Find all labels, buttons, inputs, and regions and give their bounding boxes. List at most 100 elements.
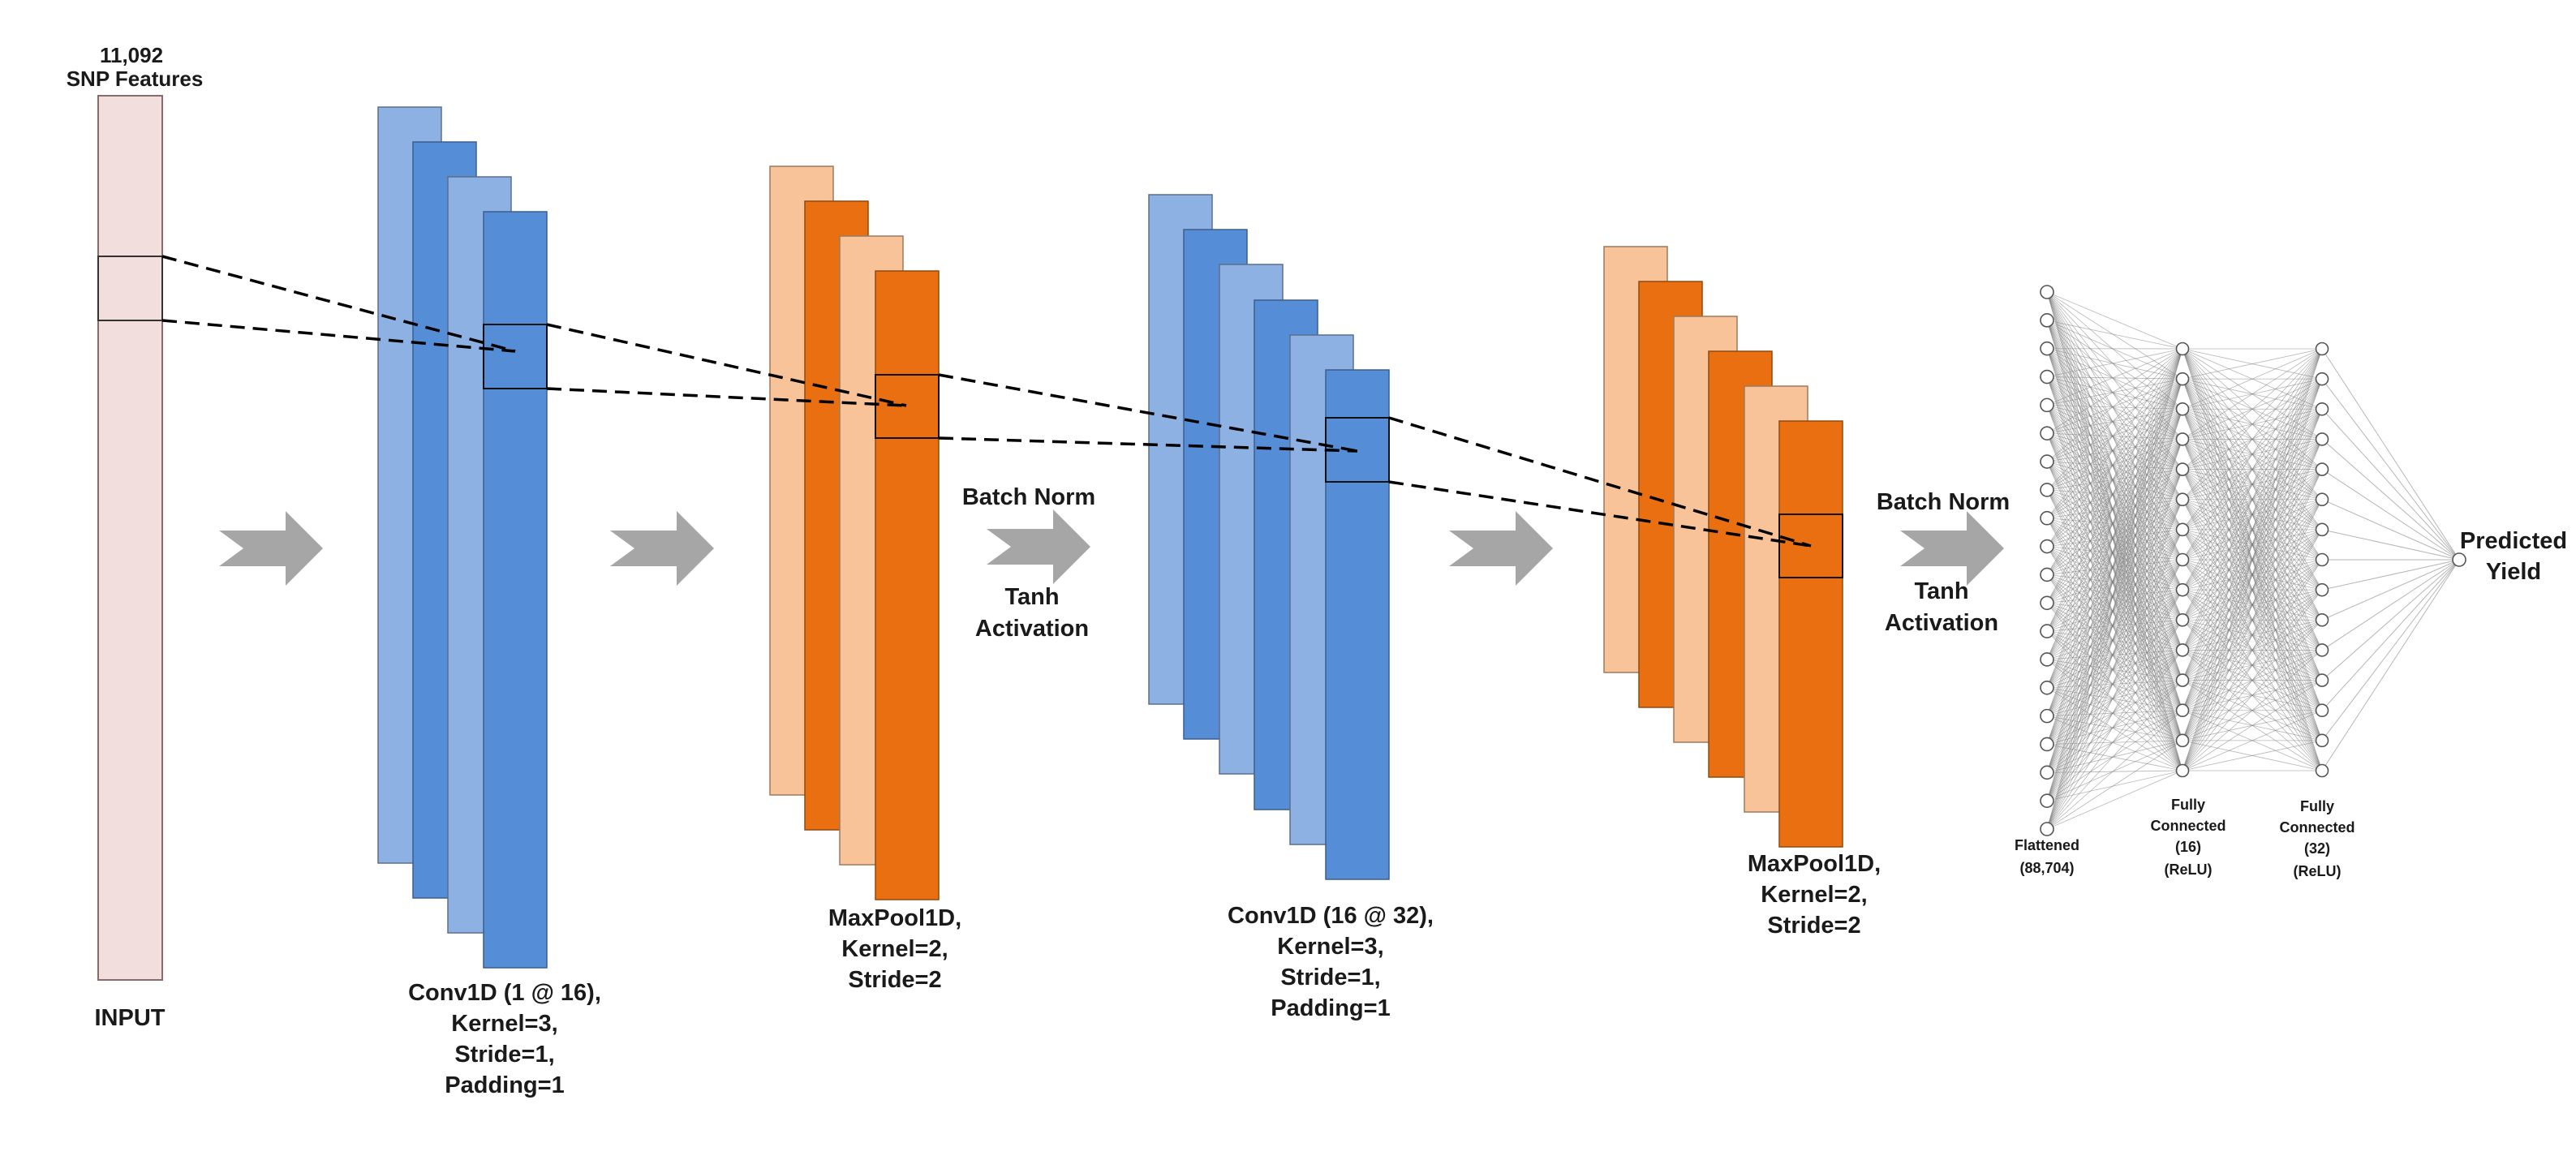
neuron-connection-line	[2046, 348, 2183, 406]
neuron-connection-line	[2046, 378, 2183, 434]
neuron-connection-line	[2046, 499, 2183, 547]
receptive-field-lines	[161, 255, 1812, 548]
pool1-caption-line-3: Stride=2	[848, 967, 941, 993]
fc1-caption-line-2: Connected	[2150, 818, 2226, 834]
conv2-caption-line-1: Conv1D (16 @ 32),	[1228, 903, 1434, 929]
pool2-caption-line-1: MaxPool1D,	[1748, 851, 1881, 877]
neuron-connection-line	[2046, 770, 2183, 801]
neuron-connection-line	[2046, 518, 2183, 531]
neuron-connection-line	[2046, 408, 2183, 434]
neuron-connection-line	[2046, 602, 2183, 711]
neuron-connection-line	[2046, 405, 2183, 681]
neuron-connection-line	[2182, 740, 2323, 771]
neuron-connection-line	[2046, 432, 2183, 621]
neuron-connection-line	[2046, 378, 2183, 660]
neuron-connection-line	[2046, 376, 2183, 380]
neuron-connection-line	[2046, 348, 2183, 830]
neuron-connection-line	[2046, 378, 2183, 491]
fc2-caption-line-2: Connected	[2279, 819, 2355, 836]
flattened-neuron	[2040, 285, 2054, 299]
neuron-connection-line	[2046, 659, 2183, 711]
neuron-connection-line	[2046, 499, 2183, 575]
neuron-connection-line	[2046, 546, 2183, 711]
neuron-connection-line	[2046, 518, 2183, 651]
neuron-connection-line	[2046, 439, 2183, 632]
activation-label-2: Activation	[1885, 610, 1998, 636]
neuron-connection-line	[2046, 680, 2183, 745]
fc1-neuron	[2175, 492, 2190, 507]
neuron-connection-line	[2321, 348, 2460, 561]
fc1-neuron	[2175, 733, 2190, 748]
fc2-neuron	[2315, 342, 2329, 356]
neuron-connection-line	[2046, 620, 2183, 801]
neuron-connection-line	[2046, 659, 2183, 681]
input-count-label: 11,092	[100, 43, 163, 67]
neuron-connection-line	[2321, 499, 2460, 561]
conv2-caption-line-3: Stride=1,	[1280, 965, 1380, 990]
conv2-to-pool2-top-line	[1388, 416, 1812, 548]
neuron-connection-line	[2046, 408, 2183, 462]
neuron-connection-line	[2046, 469, 2183, 773]
neuron-connection-line	[2046, 320, 2183, 380]
neuron-connection-line	[2046, 602, 2183, 651]
flattened-caption-line-1: Flattened	[2015, 837, 2079, 853]
neuron-connection-line	[2182, 348, 2323, 621]
neuron-connection-line	[2046, 409, 2183, 688]
neuron-connection-line	[2321, 559, 2460, 741]
fc1-neuron	[2175, 372, 2190, 386]
neuron-connection-line	[2046, 439, 2183, 491]
input-title-label: INPUT	[95, 1005, 166, 1031]
neuron-connection-line	[2046, 409, 2183, 604]
neuron-connection-line	[2046, 518, 2183, 711]
flattened-neuron	[2040, 510, 2054, 526]
neuron-connection-line	[2321, 559, 2460, 711]
fc1-caption-line-1: Fully	[2171, 797, 2205, 813]
flattened-neuron	[2040, 708, 2054, 724]
pool1-to-conv2-bottom-line	[938, 436, 1358, 453]
neuron-connection-line	[2046, 291, 2183, 380]
neuron-connection-line	[2046, 529, 2183, 716]
neuron-connection-line	[2046, 529, 2183, 773]
pool2-caption-line-3: Stride=2	[1767, 913, 1860, 939]
neuron-connection-line	[2046, 602, 2183, 681]
neuron-connection-line	[2046, 529, 2183, 547]
neuron-connection-line	[2046, 489, 2183, 501]
neuron-connection-line	[2046, 559, 2183, 575]
input-layer: 11,092 SNP Features INPUT	[67, 43, 204, 1031]
neuron-connection-line	[2046, 529, 2183, 575]
neuron-connection-line	[2046, 405, 2183, 470]
neuron-connection-line	[2046, 499, 2183, 773]
neuron-connection-line	[2046, 529, 2183, 604]
neuron-connection-line	[2046, 710, 2183, 773]
neuron-connection-line	[2321, 469, 2460, 561]
neuron-connection-line	[2046, 630, 2183, 681]
neuron-connection-line	[2046, 546, 2183, 591]
neuron-connection-line	[2046, 559, 2183, 660]
flattened-neuron	[2040, 595, 2054, 611]
pool2-layer-stack: MaxPool1D, Kernel=2, Stride=2	[1603, 246, 1881, 939]
neuron-connection-line	[2046, 650, 2183, 716]
fc2-caption-line-3: (32)	[2304, 840, 2330, 857]
neuron-connection-line	[2046, 489, 2183, 621]
flow-arrows	[219, 509, 2004, 586]
neuron-connection-line	[2046, 348, 2183, 688]
neuron-connection-line	[2046, 589, 2183, 745]
neuron-connection-line	[2046, 439, 2183, 745]
fc2-caption-line-1: Fully	[2300, 798, 2334, 814]
neuron-connection-line	[2046, 469, 2183, 519]
fc1-neuron	[2175, 703, 2190, 718]
conv1-caption-line-4: Padding=1	[445, 1072, 564, 1098]
neuron-connection-line	[2046, 432, 2183, 440]
neuron-connection-line	[2046, 650, 2183, 689]
neuron-connection-line	[2046, 348, 2183, 632]
neuron-connection-line	[2046, 529, 2183, 830]
pool2-kernel-window	[1778, 513, 1843, 578]
conv1-to-pool1-top-line	[546, 323, 907, 407]
neuron-connection-line	[2046, 348, 2183, 660]
neuron-connection-line	[2046, 432, 2183, 470]
pool1-kernel-window	[875, 374, 940, 439]
neuron-connection-line	[2046, 529, 2183, 689]
neuron-connection-line	[2046, 405, 2183, 651]
flattened-neuron	[2040, 397, 2054, 413]
conv1-layer-stack: Conv1D (1 @ 16), Kernel=3, Stride=1, Pad…	[377, 106, 601, 1098]
